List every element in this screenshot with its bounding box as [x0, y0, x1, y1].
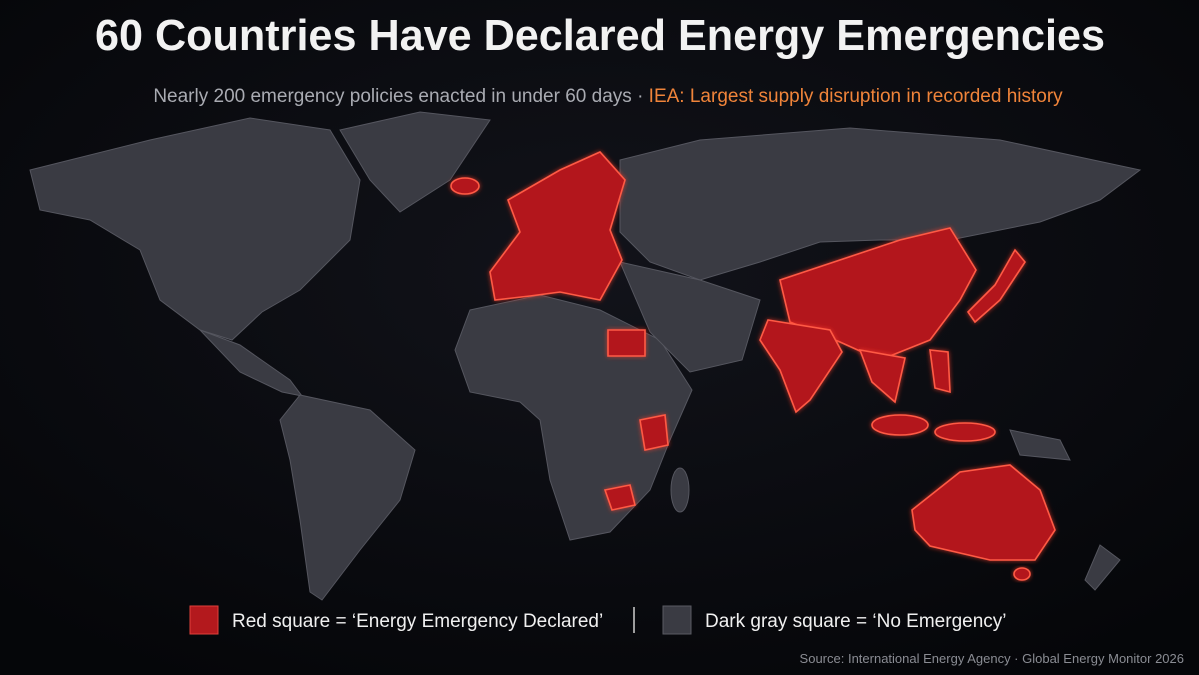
- legend-label: Red square = ‘Energy Emergency Declared’: [232, 611, 603, 632]
- egypt: [607, 329, 646, 357]
- southeast-asia: [858, 348, 906, 404]
- australia: [911, 464, 1056, 561]
- subtitle-highlight: IEA: Largest supply disruption in record…: [649, 86, 1063, 107]
- papua: [1009, 429, 1071, 461]
- europe: [489, 151, 626, 301]
- iceland: [450, 177, 480, 195]
- legend-swatch: [189, 605, 219, 635]
- indonesia-east: [934, 422, 996, 442]
- middle-east: [619, 261, 761, 373]
- japan: [966, 248, 1026, 324]
- subtitle: Nearly 200 emergency policies enacted in…: [153, 86, 1063, 107]
- subtitle-main: Nearly 200 emergency policies enacted in…: [153, 86, 631, 107]
- zimbabwe: [603, 484, 636, 511]
- philippines: [929, 349, 951, 394]
- sumatra-borneo: [871, 414, 929, 436]
- south-america: [279, 394, 416, 601]
- world-map: [29, 111, 1142, 601]
- new-zealand: [1084, 544, 1121, 591]
- legend-label: Dark gray square = ‘No Emergency’: [705, 611, 1007, 632]
- greenland: [339, 111, 491, 213]
- madagascar: [670, 467, 690, 513]
- india: [759, 319, 843, 414]
- legend: Red square = ‘Energy Emergency Declared’…: [189, 605, 1007, 635]
- subtitle-separator: ·: [637, 86, 643, 107]
- kenya: [639, 414, 669, 451]
- legend-swatch: [662, 605, 692, 635]
- source: Source: International Energy Agency · Gl…: [800, 651, 1184, 666]
- title: 60 Countries Have Declared Energy Emerge…: [95, 11, 1105, 60]
- tasmania: [1013, 567, 1031, 581]
- north-america: [29, 117, 361, 341]
